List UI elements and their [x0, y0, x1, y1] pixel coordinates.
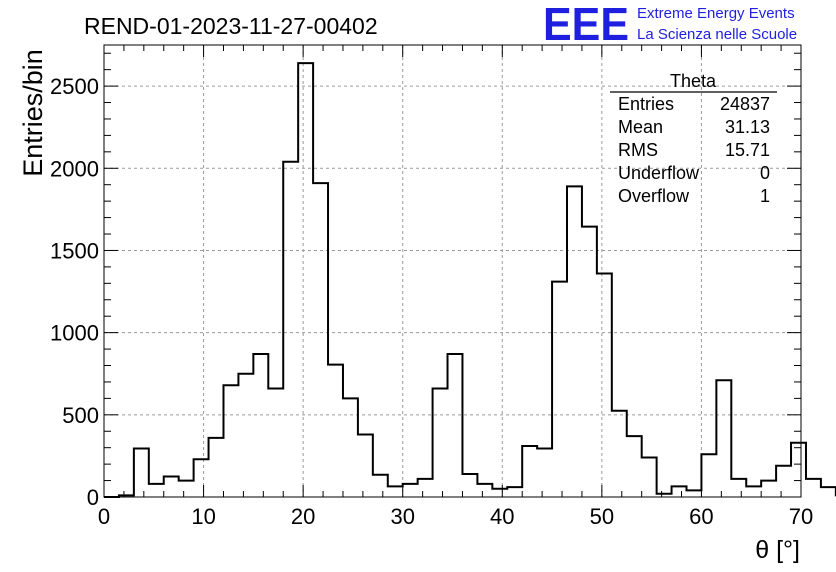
- stats-row-label: Overflow: [618, 186, 690, 206]
- stats-row-label: Mean: [618, 117, 663, 137]
- y-axis-label: Entries/bin: [18, 49, 48, 177]
- grid-lines: [104, 45, 801, 497]
- stats-box-title: Theta: [670, 71, 717, 91]
- x-tick-label: 0: [98, 504, 110, 529]
- x-tick-label: 20: [291, 504, 315, 529]
- stats-row-value: 31.13: [725, 117, 770, 137]
- x-tick-label: 40: [490, 504, 514, 529]
- y-tick-label: 1000: [50, 321, 99, 346]
- y-tick-label: 500: [62, 403, 99, 428]
- eee-logo-mark: EEE: [543, 0, 629, 50]
- y-tick-label: 2500: [50, 74, 99, 99]
- x-tick-labels: 0 10 20 30 40 50 60 70: [98, 504, 813, 529]
- y-tick-labels: 0 500 1000 1500 2000 2500: [50, 74, 99, 510]
- plot-frame: [103, 44, 802, 498]
- stats-row-label: Entries: [618, 94, 674, 114]
- logo-line-1: Extreme Energy Events: [637, 5, 795, 22]
- eee-logo: EEE Extreme Energy Events La Scienza nel…: [543, 0, 797, 50]
- x-axis-label: θ [°]: [755, 536, 800, 564]
- stats-box: Theta Entries 24837 Mean 31.13 RMS 15.71 Under…: [610, 71, 777, 206]
- stats-row-value: 1: [760, 186, 770, 206]
- stats-row-label: RMS: [618, 140, 658, 160]
- x-tick-label: 30: [390, 504, 414, 529]
- y-tick-label: 0: [87, 485, 99, 510]
- y-tick-label: 2000: [50, 156, 99, 181]
- chart-title: REND-01-2023-11-27-00402: [84, 13, 378, 39]
- histogram-outline: [104, 62, 836, 498]
- stats-row-value: 24837: [720, 94, 770, 114]
- x-tick-label: 10: [191, 504, 215, 529]
- stats-row-value: 15.71: [725, 140, 770, 160]
- y-tick-label: 1500: [50, 238, 99, 263]
- x-tick-label: 70: [789, 504, 813, 529]
- logo-line-2: La Scienza nelle Scuole: [637, 26, 797, 43]
- stats-box-rows: Entries 24837 Mean 31.13 RMS 15.71 Underflow 0 O…: [618, 94, 770, 206]
- x-tick-label: 60: [689, 504, 713, 529]
- x-tick-label: 50: [590, 504, 614, 529]
- stats-row-label: Underflow: [618, 163, 700, 183]
- stats-row-value: 0: [760, 163, 770, 183]
